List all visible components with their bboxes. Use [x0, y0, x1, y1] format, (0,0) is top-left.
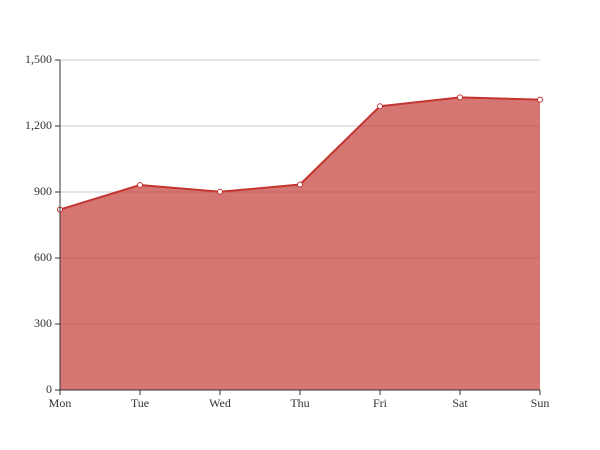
x-tick-label: Wed	[209, 396, 231, 410]
x-tick-label: Sat	[452, 396, 468, 410]
point	[217, 188, 223, 195]
point	[457, 94, 463, 101]
point	[297, 181, 303, 188]
x-tick-label: Fri	[373, 396, 388, 410]
y-tick-label: 600	[34, 250, 52, 264]
point	[537, 96, 543, 103]
point	[137, 181, 143, 188]
x-tick-label: Tue	[131, 396, 149, 410]
y-tick-label: 0	[46, 382, 52, 396]
y-tick-label: 1,500	[25, 52, 52, 66]
area	[60, 97, 540, 391]
y-tick-label: 300	[34, 316, 52, 330]
y-tick-label: 1,200	[25, 118, 52, 132]
y-tick-label: 900	[34, 184, 52, 198]
x-tick-label: Sun	[531, 396, 550, 410]
x-tick-label: Thu	[290, 396, 309, 410]
x-tick-label: Mon	[49, 396, 72, 410]
point	[377, 103, 383, 110]
